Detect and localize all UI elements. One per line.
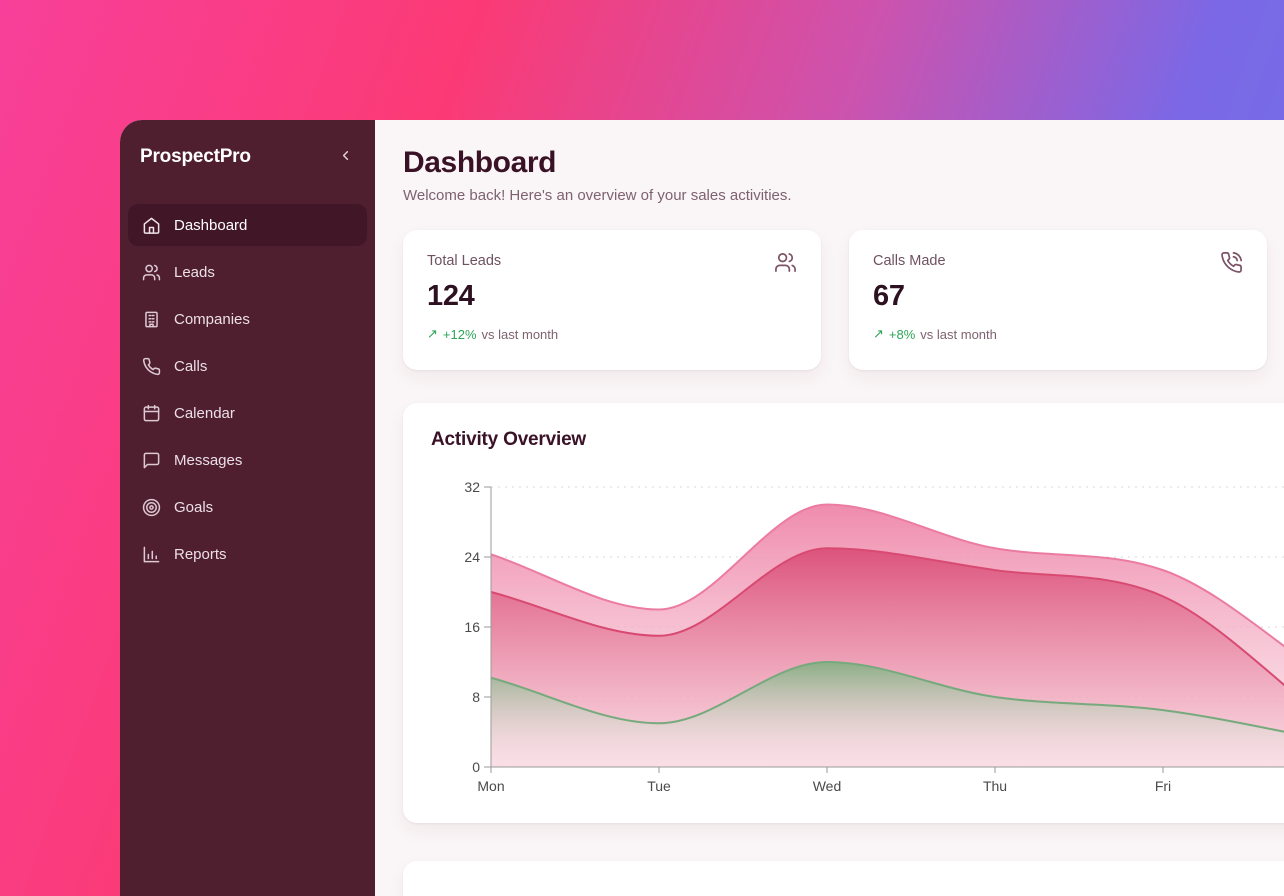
sidebar-item-calls[interactable]: Calls bbox=[128, 345, 367, 387]
activity-overview-card: Activity Overview 0 8 16 24 32 Mon Tue Wed Thu Fr… bbox=[403, 403, 1284, 823]
building-icon bbox=[142, 310, 161, 329]
svg-text:32: 32 bbox=[464, 479, 480, 495]
sidebar-item-label: Calendar bbox=[174, 404, 235, 422]
stat-value: 67 bbox=[873, 280, 905, 312]
page-title: Dashboard bbox=[403, 146, 557, 179]
sidebar-item-companies[interactable]: Companies bbox=[128, 298, 367, 340]
app-window: ProspectPro Dashboard Leads bbox=[120, 120, 1284, 896]
sidebar-nav: Dashboard Leads Companies Calls bbox=[128, 204, 367, 575]
activity-area-chart: 08162432MonTueWedThuFriSat bbox=[464, 479, 1284, 794]
sidebar-header: ProspectPro bbox=[128, 144, 367, 170]
svg-text:24: 24 bbox=[464, 549, 480, 565]
sidebar-item-label: Dashboard bbox=[174, 216, 248, 234]
stat-trend: ↗ +12% vs last month bbox=[427, 326, 797, 342]
svg-text:Thu: Thu bbox=[983, 778, 1007, 794]
sidebar-item-label: Companies bbox=[174, 310, 250, 328]
svg-text:0: 0 bbox=[472, 759, 480, 775]
stat-value: 124 bbox=[427, 280, 475, 312]
message-icon bbox=[142, 451, 161, 470]
svg-text:Fri: Fri bbox=[1155, 778, 1171, 794]
sidebar-item-messages[interactable]: Messages bbox=[128, 439, 367, 481]
sidebar-item-label: Leads bbox=[174, 263, 215, 281]
home-icon bbox=[142, 216, 161, 235]
trend-note: vs last month bbox=[920, 326, 997, 342]
sidebar-item-label: Calls bbox=[174, 357, 208, 375]
svg-text:Mon: Mon bbox=[477, 778, 504, 794]
page-subtitle: Welcome back! Here's an overview of your… bbox=[403, 187, 792, 204]
phone-call-icon bbox=[1220, 251, 1243, 274]
trend-up-arrow-icon: ↗ bbox=[427, 326, 438, 341]
sidebar-item-label: Reports bbox=[174, 545, 227, 563]
stats-grid: Total Leads 124 ↗ +12% vs last month Cal… bbox=[403, 230, 1284, 370]
svg-text:8: 8 bbox=[472, 689, 480, 705]
stat-card-total-leads: Total Leads 124 ↗ +12% vs last month bbox=[403, 230, 821, 370]
trend-up-arrow-icon: ↗ bbox=[873, 326, 884, 341]
sidebar-item-leads[interactable]: Leads bbox=[128, 251, 367, 293]
bar-chart-icon bbox=[142, 545, 161, 564]
stat-trend: ↗ +8% vs last month bbox=[873, 326, 1243, 342]
app-title: ProspectPro bbox=[140, 146, 251, 167]
sidebar-item-calendar[interactable]: Calendar bbox=[128, 392, 367, 434]
users-icon bbox=[774, 251, 797, 274]
users-icon bbox=[142, 263, 161, 282]
sidebar-item-dashboard[interactable]: Dashboard bbox=[128, 204, 367, 246]
sidebar-collapse-button[interactable] bbox=[334, 144, 357, 170]
sidebar-item-reports[interactable]: Reports bbox=[128, 533, 367, 575]
phone-icon bbox=[142, 357, 161, 376]
trend-delta: +8% bbox=[888, 326, 916, 342]
stat-label: Total Leads bbox=[427, 253, 502, 269]
calendar-icon bbox=[142, 404, 161, 423]
activity-overview-title: Activity Overview bbox=[431, 429, 587, 450]
sidebar: ProspectPro Dashboard Leads bbox=[120, 120, 375, 896]
trend-note: vs last month bbox=[481, 326, 559, 342]
sidebar-item-label: Messages bbox=[174, 451, 243, 469]
main-content: Dashboard Welcome back! Here's an overvi… bbox=[375, 120, 1284, 896]
trend-delta: +12% bbox=[442, 326, 477, 342]
target-icon bbox=[142, 498, 161, 517]
stat-card-calls-made: Calls Made 67 ↗ +8% vs last month bbox=[849, 230, 1267, 370]
svg-text:16: 16 bbox=[464, 619, 480, 635]
sidebar-item-goals[interactable]: Goals bbox=[128, 486, 367, 528]
svg-text:Tue: Tue bbox=[647, 778, 671, 794]
bottom-card-partial bbox=[403, 861, 1284, 896]
stat-label: Calls Made bbox=[873, 253, 946, 269]
chevron-left-icon bbox=[338, 148, 353, 166]
sidebar-item-label: Goals bbox=[174, 498, 214, 516]
svg-text:Wed: Wed bbox=[813, 778, 842, 794]
